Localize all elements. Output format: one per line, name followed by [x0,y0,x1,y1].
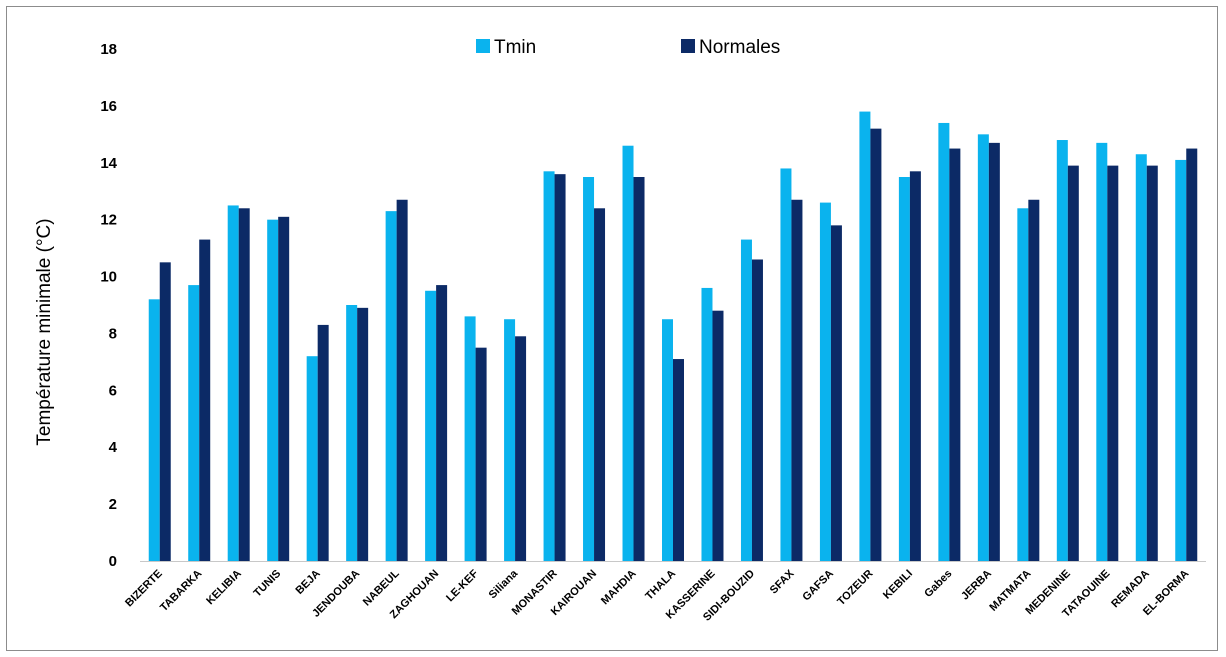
bar-normales-monastir [554,174,566,561]
legend-swatch-tmin [476,39,490,53]
bar-tmin-kairouan [583,177,595,561]
bar-normales-kelibia [238,208,250,562]
x-category-label: NABEUL [361,567,402,608]
x-category-label: LE-KEF [444,567,481,604]
y-tick-label: 4 [109,439,118,456]
bar-tmin-medenine [1056,140,1068,561]
y-tick-label: 2 [109,496,117,513]
bar-tmin-tataouine [1096,142,1108,561]
bar-tmin-tabarka [188,285,200,561]
bar-normales-mahdia [633,177,645,561]
bar-normales-gafsa [830,225,842,561]
x-category-label: TUNIS [251,568,283,600]
bar-tmin-mahdia [622,145,634,561]
bar-normales-kebili [909,171,921,562]
bar-normales-el-borma [1186,148,1198,562]
bar-tmin-nabeul [385,211,397,561]
bar-tmin-el-borma [1175,159,1187,561]
bar-normales-tozeur [870,128,882,561]
bar-normales-nabeul [396,199,408,561]
bar-normales-kairouan [594,208,606,562]
x-category-label: JERBA [959,568,994,603]
y-tick-label: 16 [100,98,117,115]
y-tick-label: 18 [100,41,117,58]
x-category-label: KELIBIA [204,568,244,608]
bar-normales-jerba [988,142,1000,561]
x-category-label: MAHDIA [599,568,639,608]
bar-tmin-matmata [1017,208,1029,562]
bar-tmin-thala [662,319,673,561]
bar-tmin-beja [306,356,318,561]
x-category-label: Siliana [487,567,521,601]
bar-tmin-jerba [977,134,989,562]
bar-tmin-remada [1135,154,1147,561]
x-category-label: TOZEUR [835,568,875,608]
legend-swatch-normales [681,39,695,53]
y-tick-label: 8 [109,325,117,342]
bar-normales-le-kef [475,347,487,561]
bar-tmin-le-kef [464,316,476,561]
bar-normales-gabes [949,148,961,562]
bar-normales-tunis [278,216,290,562]
x-category-label: Gabes [922,568,954,600]
bar-normales-thala [673,359,684,561]
y-tick-label: 6 [109,382,117,399]
y-axis-ticks: 0 2 4 6 8 10 12 14 16 18 [100,41,117,570]
bar-normales-siliana [515,336,527,561]
bar-tmin-gafsa [819,202,831,561]
bar-normales-bizerte [159,262,171,561]
legend-label-tmin: Tmin [494,37,536,58]
legend-label-normales: Normales [699,37,780,58]
y-axis-label: Température minimale (°C) [34,218,55,445]
bar-normales-remada [1146,165,1158,561]
bar-normales-sidi-bouzid [751,259,763,561]
y-tick-label: 12 [100,212,117,229]
bar-tmin-tunis [267,219,279,561]
x-category-label: GAFSA [800,568,836,604]
y-tick-label: 0 [109,553,117,570]
x-category-label: BEJA [294,568,323,597]
bar-tmin-tozeur [859,111,871,562]
bar-normales-zaghouan [436,285,448,561]
bar-tmin-kelibia [227,205,239,561]
bar-normales-tataouine [1107,165,1119,561]
bar-tmin-siliana [504,319,516,561]
legend: Tmin Normales [476,37,780,58]
bar-tmin-zaghouan [425,290,437,561]
bars [148,111,1198,562]
bar-tmin-jendouba [346,305,358,561]
bar-normales-matmata [1028,199,1040,561]
x-category-label: SFAX [768,567,797,596]
bar-normales-beja [317,324,329,561]
x-category-label: BIZERTE [123,568,165,610]
bar-normales-kasserine [712,310,724,561]
y-tick-label: 14 [100,155,117,172]
bar-tmin-kasserine [701,287,713,561]
bar-normales-medenine [1067,165,1079,561]
bar-tmin-sidi-bouzid [740,239,752,562]
y-tick-label: 10 [100,269,117,286]
bar-tmin-bizerte [148,299,160,561]
bar-tmin-kebili [898,177,910,561]
bar-normales-tabarka [199,239,211,562]
x-category-label: THALA [643,568,678,603]
x-category-label: KEBILI [881,568,915,602]
bar-tmin-gabes [938,122,950,561]
bar-normales-jendouba [357,307,369,561]
bar-tmin-sfax [780,168,792,561]
bar-normales-sfax [791,199,803,561]
bar-tmin-monastir [543,171,555,562]
x-category-label: TABARKA [158,568,204,614]
